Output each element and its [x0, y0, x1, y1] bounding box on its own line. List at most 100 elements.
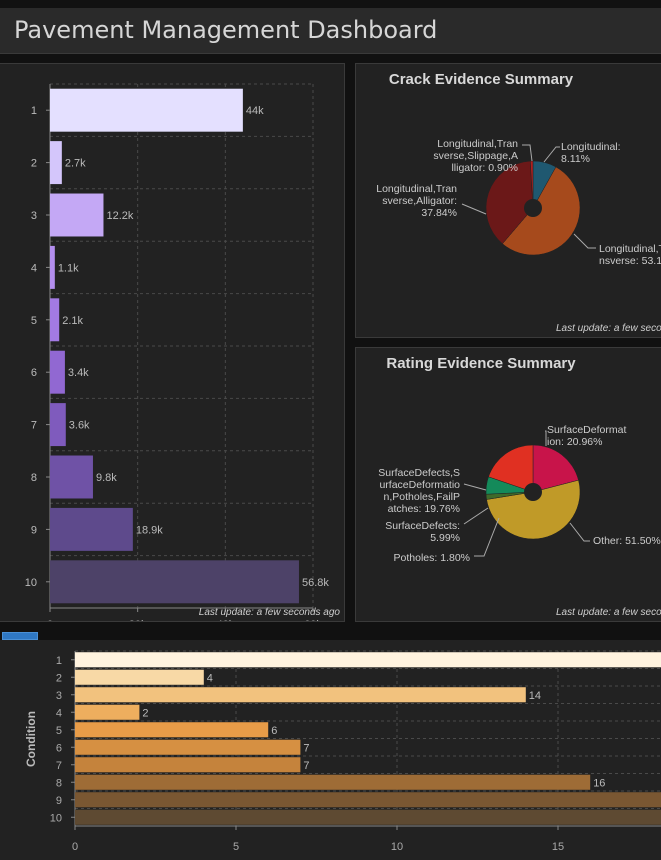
pie-leader-line — [545, 430, 547, 446]
pie-leader-line — [569, 522, 590, 542]
bar-9 — [50, 507, 133, 551]
crack-last-update-text: Last update: a few seconds ago — [556, 323, 661, 334]
condition-category-label: 10 — [50, 812, 62, 824]
pie-slice-label: SurfaceDeformat — [547, 424, 626, 436]
pie-center-hole — [524, 199, 542, 217]
condition-bar-1 — [75, 652, 661, 668]
pie-slice-label: n,Potholes,FailP — [384, 491, 460, 503]
crack-evidence-panel: Crack Evidence Summary Longitudinal: 8.11… — [355, 63, 661, 338]
value-label: 1.1k — [58, 262, 79, 274]
pie-leader-line — [463, 507, 489, 525]
condition-bar-4 — [75, 704, 140, 720]
rating-evidence-panel: Rating Evidence Summary SurfaceDeformat i… — [355, 347, 661, 622]
category-label: 8 — [31, 472, 37, 484]
x-tick-label: 15 — [552, 841, 564, 853]
x-tick-label: 60k — [304, 619, 322, 622]
condition-bar-10 — [75, 809, 661, 825]
pie-slice-label: Other: 51.50% — [593, 535, 661, 547]
bar-1 — [50, 88, 243, 132]
pie-slice-label: ion: 20.96% — [547, 436, 602, 448]
pie-slice-label: SurfaceDefects: — [385, 520, 460, 532]
bar-7 — [50, 403, 66, 447]
condition-value-label: 7 — [303, 760, 309, 772]
crack-evidence-pie-chart: Longitudinal:8.11%Longitudinal,Transvers… — [376, 138, 661, 267]
bar-8 — [50, 455, 93, 499]
pie-leader-line — [543, 146, 560, 163]
condition-value-label: 2 — [142, 707, 148, 719]
condition-value-label: 6 — [271, 725, 277, 737]
condition-category-label: 3 — [56, 690, 62, 702]
pie-leader-line — [573, 233, 596, 249]
condition-category-label: 5 — [56, 725, 62, 737]
pie-slice-label: 8.11% — [561, 153, 590, 165]
pie-slice-label: Longitudinal,Tran — [437, 138, 518, 150]
pie-slice-label: 37.84% — [421, 207, 457, 219]
bar-2 — [50, 141, 62, 185]
value-label: 18.9k — [136, 524, 163, 536]
pie-leader-line — [461, 203, 487, 215]
pie-slice — [485, 160, 534, 245]
x-tick-label: 5 — [233, 841, 239, 853]
pie-slice-label: Longitudinal: — [561, 141, 621, 153]
pie-slice-label: atches: 19.76% — [388, 503, 460, 515]
pie-slice — [486, 479, 581, 540]
x-tick-label: 20k — [129, 619, 147, 622]
condition-bar-9 — [75, 792, 661, 808]
condition-category-label: 7 — [56, 760, 62, 772]
condition-bar-5 — [75, 722, 269, 738]
condition-category-label: 8 — [56, 777, 62, 789]
condition-category-label: 1 — [56, 655, 62, 667]
condition-bar-6 — [75, 739, 301, 755]
bar-3 — [50, 193, 104, 237]
pie-slice-label: SurfaceDefects,S — [378, 467, 460, 479]
pie-slice — [488, 444, 534, 493]
rating-last-update-text: Last update: a few seconds ago — [556, 607, 661, 618]
value-label: 9.8k — [96, 472, 117, 484]
pavement-length-chart: 1 44k 2 2.7k 3 12.2k 4 1.1k 5 2.1k 6 3.4k 7 3.6k 8 9.8k… — [25, 83, 329, 622]
category-label: 7 — [31, 420, 37, 432]
page-title: Pavement Management Dashboard — [14, 16, 438, 44]
condition-value-label: 4 — [207, 672, 213, 684]
pie-leader-line — [522, 144, 533, 162]
pie-slice-label: lligator: 0.90% — [451, 162, 518, 174]
value-label: 3.4k — [68, 367, 89, 379]
x-tick-label: 0 — [72, 841, 78, 853]
panel-resize-handle[interactable] — [2, 632, 38, 640]
y-axis-title: Condition — [24, 711, 38, 767]
condition-category-label: 9 — [56, 795, 62, 807]
condition-category-label: 6 — [56, 742, 62, 754]
value-label: 44k — [246, 105, 264, 117]
x-tick-label: 0 — [47, 619, 53, 622]
bar-5 — [50, 298, 60, 342]
condition-value-label: 16 — [593, 777, 605, 789]
title-bar: Pavement Management Dashboard — [0, 8, 661, 54]
bar-10 — [50, 560, 299, 604]
pie-slice-label: Longitudinal,Tra — [599, 243, 661, 255]
pie-center-hole — [524, 483, 542, 501]
last-update-text: Last update: a few seconds ago — [198, 607, 340, 618]
crack-panel-title: Crack Evidence Summary — [388, 71, 574, 88]
header: Pavement Management Dashboard — [0, 0, 661, 62]
condition-bar-8 — [75, 774, 591, 790]
pie-slice-label: urfaceDeformatio — [379, 479, 460, 491]
condition-value-label: 7 — [303, 742, 309, 754]
category-label: 4 — [31, 262, 37, 274]
pie-slice-label: 5.99% — [430, 532, 460, 544]
condition-bar-2 — [75, 669, 204, 685]
value-label: 12.2k — [106, 210, 133, 222]
category-label: 6 — [31, 367, 37, 379]
pavement-length-panel: 1 44k 2 2.7k 3 12.2k 4 1.1k 5 2.1k 6 3.4k 7 3.6k 8 9.8k… — [0, 63, 345, 622]
condition-bar-7 — [75, 757, 301, 773]
pie-slice — [532, 444, 579, 493]
bar-6 — [50, 350, 65, 394]
condition-category-label: 2 — [56, 672, 62, 684]
pie-slice-label: sverse,Alligator: — [382, 195, 457, 207]
pie-leader-line — [474, 517, 500, 557]
x-tick-label: 10 — [391, 841, 403, 853]
condition-bar-3 — [75, 687, 526, 703]
value-label: 56.8k — [302, 577, 329, 589]
pie-slice-label: sverse,Slippage,A — [433, 150, 518, 162]
condition-value-label: 14 — [529, 690, 541, 702]
category-label: 5 — [31, 315, 37, 327]
